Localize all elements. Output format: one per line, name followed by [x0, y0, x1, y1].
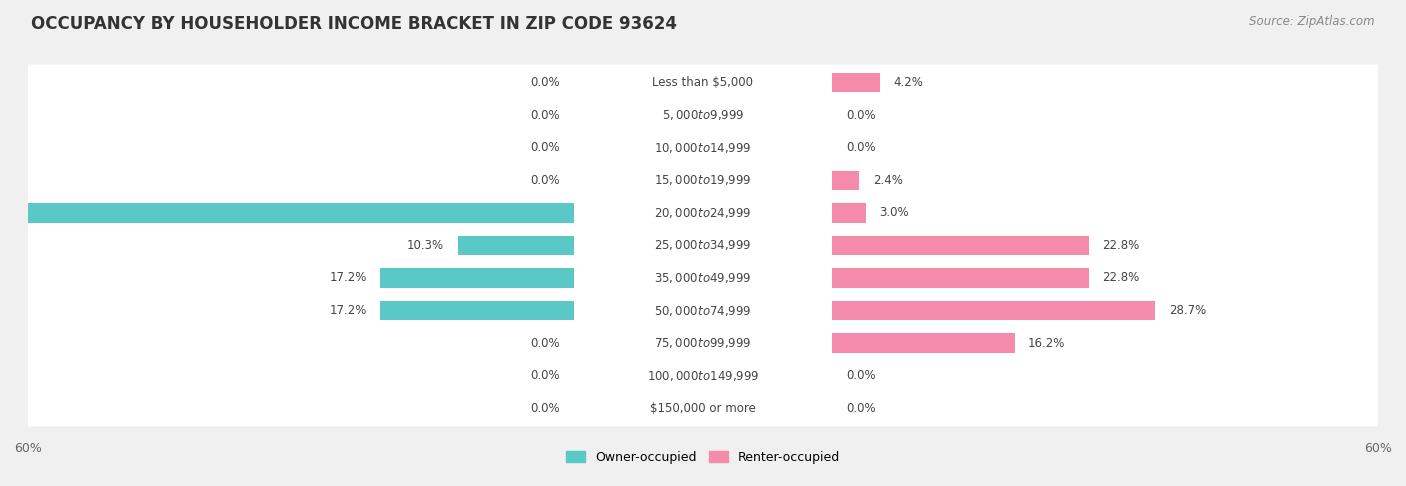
- Bar: [458, 236, 574, 255]
- Text: 0.0%: 0.0%: [530, 369, 560, 382]
- Bar: [832, 236, 1088, 255]
- Text: 0.0%: 0.0%: [530, 336, 560, 349]
- Text: 22.8%: 22.8%: [1102, 239, 1139, 252]
- Text: 0.0%: 0.0%: [846, 401, 876, 415]
- FancyBboxPatch shape: [21, 390, 1385, 426]
- Text: $75,000 to $99,999: $75,000 to $99,999: [654, 336, 752, 350]
- FancyBboxPatch shape: [21, 162, 1385, 199]
- Text: $50,000 to $74,999: $50,000 to $74,999: [654, 304, 752, 317]
- FancyBboxPatch shape: [21, 195, 1385, 231]
- Text: 28.7%: 28.7%: [1168, 304, 1206, 317]
- Text: $15,000 to $19,999: $15,000 to $19,999: [654, 174, 752, 187]
- Text: 2.4%: 2.4%: [873, 174, 903, 187]
- Text: OCCUPANCY BY HOUSEHOLDER INCOME BRACKET IN ZIP CODE 93624: OCCUPANCY BY HOUSEHOLDER INCOME BRACKET …: [31, 15, 676, 33]
- Text: $10,000 to $14,999: $10,000 to $14,999: [654, 141, 752, 155]
- Text: 4.2%: 4.2%: [893, 76, 922, 89]
- Text: $20,000 to $24,999: $20,000 to $24,999: [654, 206, 752, 220]
- Text: $150,000 or more: $150,000 or more: [650, 401, 756, 415]
- FancyBboxPatch shape: [21, 357, 1385, 394]
- Text: 0.0%: 0.0%: [530, 109, 560, 122]
- FancyBboxPatch shape: [21, 65, 1385, 101]
- Bar: [0, 203, 574, 223]
- Bar: [832, 73, 880, 92]
- Text: $25,000 to $34,999: $25,000 to $34,999: [654, 239, 752, 252]
- Text: Source: ZipAtlas.com: Source: ZipAtlas.com: [1250, 15, 1375, 28]
- Text: 0.0%: 0.0%: [530, 76, 560, 89]
- Text: 0.0%: 0.0%: [530, 174, 560, 187]
- Text: Less than $5,000: Less than $5,000: [652, 76, 754, 89]
- Text: $100,000 to $149,999: $100,000 to $149,999: [647, 368, 759, 382]
- Text: 0.0%: 0.0%: [530, 401, 560, 415]
- Bar: [832, 333, 1015, 353]
- Text: 3.0%: 3.0%: [880, 207, 910, 219]
- Bar: [380, 301, 574, 320]
- Bar: [832, 203, 866, 223]
- Bar: [832, 301, 1156, 320]
- Bar: [832, 171, 859, 190]
- Text: 17.2%: 17.2%: [329, 272, 367, 284]
- Bar: [832, 268, 1088, 288]
- Text: 0.0%: 0.0%: [846, 141, 876, 155]
- FancyBboxPatch shape: [21, 97, 1385, 134]
- Text: 22.8%: 22.8%: [1102, 272, 1139, 284]
- Text: 0.0%: 0.0%: [846, 109, 876, 122]
- Text: $5,000 to $9,999: $5,000 to $9,999: [662, 108, 744, 122]
- Text: 17.2%: 17.2%: [329, 304, 367, 317]
- Text: 0.0%: 0.0%: [530, 141, 560, 155]
- FancyBboxPatch shape: [21, 325, 1385, 361]
- Text: 10.3%: 10.3%: [408, 239, 444, 252]
- FancyBboxPatch shape: [21, 260, 1385, 296]
- Text: 16.2%: 16.2%: [1028, 336, 1066, 349]
- FancyBboxPatch shape: [21, 130, 1385, 166]
- Text: 0.0%: 0.0%: [846, 369, 876, 382]
- Legend: Owner-occupied, Renter-occupied: Owner-occupied, Renter-occupied: [567, 451, 839, 464]
- FancyBboxPatch shape: [21, 227, 1385, 263]
- Bar: [380, 268, 574, 288]
- FancyBboxPatch shape: [21, 292, 1385, 329]
- Text: $35,000 to $49,999: $35,000 to $49,999: [654, 271, 752, 285]
